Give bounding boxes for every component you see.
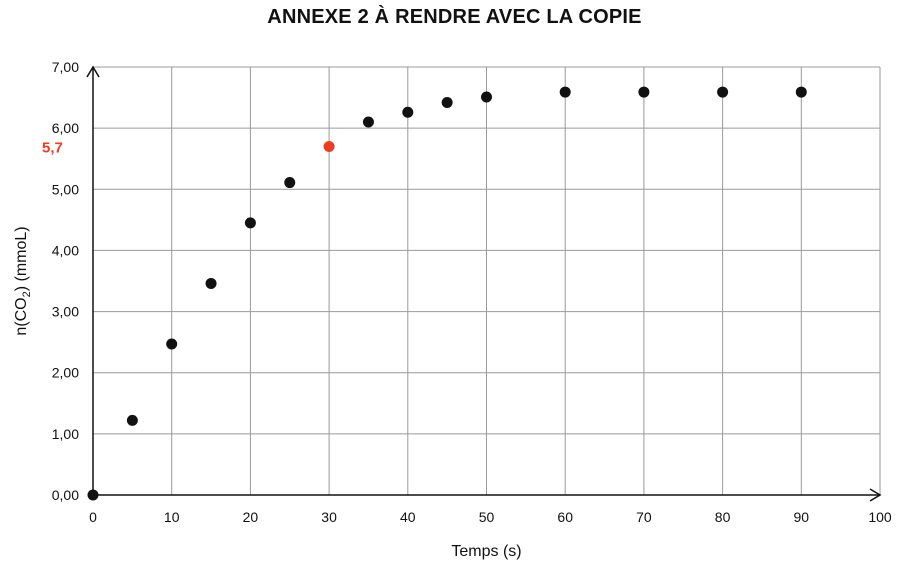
data-point xyxy=(717,86,729,98)
x-tick-label-20: 20 xyxy=(243,509,259,525)
x-tick-label-30: 30 xyxy=(321,509,337,525)
x-tick-label-80: 80 xyxy=(715,509,731,525)
x-tick-label-10: 10 xyxy=(164,509,180,525)
y-tick-label-4: 4,00 xyxy=(52,242,79,258)
y-tick-label-0: 0,00 xyxy=(52,487,79,503)
grid-lines xyxy=(93,66,881,495)
data-point xyxy=(87,489,99,501)
y-axis-label-rest: ) (mmoL) xyxy=(13,226,30,291)
x-tick-label-90: 90 xyxy=(794,509,810,525)
x-tick-label-50: 50 xyxy=(479,509,495,525)
x-tick-labels: 0 10 20 30 40 50 60 70 80 90 100 xyxy=(89,509,892,525)
x-tick-label-60: 60 xyxy=(557,509,573,525)
y-tick-label-6: 6,00 xyxy=(52,120,79,136)
x-tick-label-0: 0 xyxy=(89,509,97,525)
x-tick-label-70: 70 xyxy=(636,509,652,525)
highlight-value-label: 5,7 xyxy=(42,139,63,156)
data-point xyxy=(244,217,256,229)
x-axis-label: Temps (s) xyxy=(451,543,521,560)
data-point xyxy=(559,86,571,98)
data-point xyxy=(126,414,138,426)
y-tick-label-3: 3,00 xyxy=(52,304,79,320)
data-point xyxy=(795,86,807,98)
data-point xyxy=(362,116,374,128)
data-points xyxy=(87,86,807,501)
y-tick-labels: 0,00 1,00 2,00 3,00 4,00 5,00 6,00 7,00 xyxy=(52,59,79,503)
data-point xyxy=(638,86,650,98)
data-point xyxy=(205,277,217,289)
data-point xyxy=(402,106,414,118)
data-point xyxy=(284,177,296,189)
y-axis-label-main: n(CO xyxy=(13,297,30,335)
data-point-highlighted xyxy=(323,140,335,152)
data-point xyxy=(166,338,178,350)
x-tick-label-40: 40 xyxy=(400,509,416,525)
y-axis-label-subscript: 2 xyxy=(21,291,33,297)
y-tick-label-7: 7,00 xyxy=(52,59,79,75)
y-tick-label-1: 1,00 xyxy=(52,426,79,442)
y-tick-label-2: 2,00 xyxy=(52,365,79,381)
y-axis-label: n(CO2) (mmoL) xyxy=(13,226,33,335)
y-axis-arrow xyxy=(86,65,100,78)
chart-title: ANNEXE 2 À RENDRE AVEC LA COPIE xyxy=(267,6,642,28)
data-point xyxy=(481,91,492,103)
data-point xyxy=(441,96,453,108)
x-tick-label-100: 100 xyxy=(868,509,892,525)
y-tick-label-5: 5,00 xyxy=(52,181,79,197)
x-axis-arrow xyxy=(869,488,882,502)
axes xyxy=(86,65,882,502)
